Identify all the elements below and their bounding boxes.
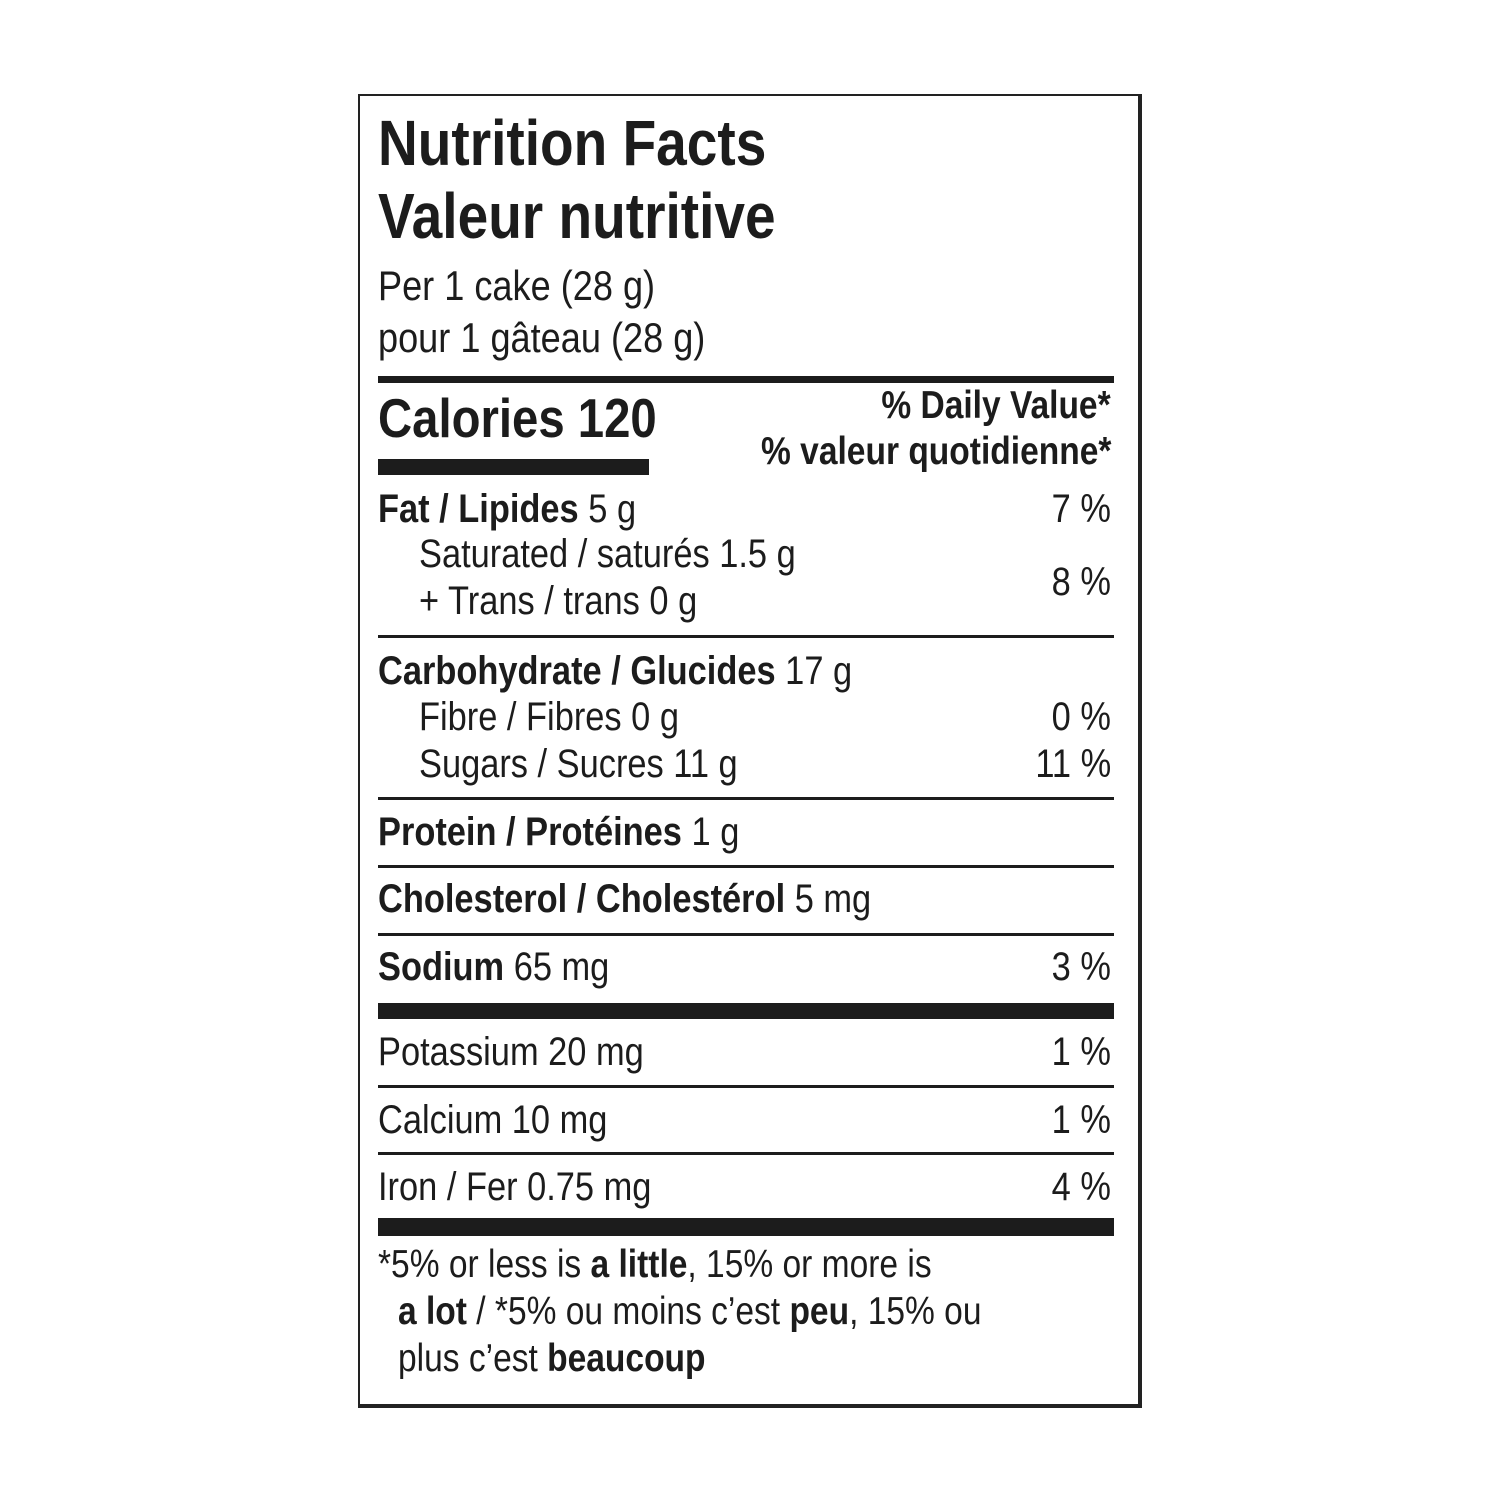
fibre-row: Fibre / Fibres 0 g xyxy=(419,695,680,739)
serving-en: Per 1 cake (28 g) xyxy=(378,262,656,309)
calories-label: Calories xyxy=(378,387,565,449)
footnote-text: / *5% ou moins c’est xyxy=(466,1290,790,1333)
cholesterol-label: Cholesterol / Cholestérol xyxy=(378,877,786,921)
footnote-text: *5% or less is xyxy=(378,1243,591,1286)
footnote-line-2: a lot / *5% ou moins c’est peu, 15% ou xyxy=(398,1292,981,1331)
carbohydrate-amount: 17 g xyxy=(785,649,853,693)
fat-label: Fat / Lipides xyxy=(378,487,579,531)
sugars-row: Sugars / Sucres 11 g xyxy=(419,742,738,786)
protein-label: Protein / Protéines xyxy=(378,810,682,854)
sugars-dv: 11 % xyxy=(1035,742,1111,786)
fat-amount: 5 g xyxy=(588,487,637,531)
sodium-row: Sodium 65 mg xyxy=(378,947,609,987)
sodium-amount: 65 mg xyxy=(513,945,610,989)
footnote-bold: a little xyxy=(590,1243,688,1286)
calories: Calories 120 xyxy=(378,391,657,446)
calories-bar xyxy=(378,459,649,475)
thick-rule xyxy=(378,1218,1114,1236)
potassium-dv: 1 % xyxy=(1051,1030,1111,1074)
title-en: Nutrition Facts xyxy=(378,107,767,179)
rule xyxy=(378,933,1114,936)
calories-value: 120 xyxy=(577,387,657,449)
iron-dv: 4 % xyxy=(1051,1165,1111,1209)
rule xyxy=(378,635,1114,638)
sat-trans-dv: 8 % xyxy=(1051,560,1111,604)
calcium-dv: 1 % xyxy=(1051,1098,1111,1142)
calcium-row: Calcium 10 mg xyxy=(378,1098,608,1142)
protein-amount: 1 g xyxy=(691,810,740,854)
footnote-line-1: *5% or less is a little, 15% or more is xyxy=(378,1245,932,1284)
sodium-dv: 3 % xyxy=(1051,945,1111,989)
carbohydrate-row: Carbohydrate / Glucides 17 g xyxy=(378,651,852,691)
cholesterol-row: Cholesterol / Cholestérol 5 mg xyxy=(378,879,871,919)
cholesterol-amount: 5 mg xyxy=(794,877,872,921)
potassium-row: Potassium 20 mg xyxy=(378,1030,644,1074)
fat-dv: 7 % xyxy=(1051,487,1111,531)
footnote-text: , 15% or more is xyxy=(687,1243,932,1286)
protein-row: Protein / Protéines 1 g xyxy=(378,812,739,852)
title-fr: Valeur nutritive xyxy=(378,180,776,252)
fat-row: Fat / Lipides 5 g xyxy=(378,489,636,529)
footnote-line-3: plus c’est beaucoup xyxy=(398,1339,706,1378)
trans-row: + Trans / trans 0 g xyxy=(419,579,698,623)
rule xyxy=(378,1085,1114,1088)
serving-fr: pour 1 gâteau (28 g) xyxy=(378,314,706,361)
footnote-bold: a lot xyxy=(398,1290,467,1333)
footnote-text: , 15% ou xyxy=(849,1290,982,1333)
dv-header-fr: % valeur quotidienne* xyxy=(760,430,1111,473)
dv-header-en: % Daily Value* xyxy=(881,384,1111,427)
carbohydrate-label: Carbohydrate / Glucides xyxy=(378,649,776,693)
rule xyxy=(378,865,1114,868)
rule xyxy=(378,797,1114,800)
sodium-label: Sodium xyxy=(378,945,505,989)
footnote-bold: peu xyxy=(789,1290,850,1333)
rule xyxy=(378,1152,1114,1155)
saturated-row: Saturated / saturés 1.5 g xyxy=(419,532,796,576)
thick-rule xyxy=(378,1003,1114,1019)
thick-rule xyxy=(378,376,1114,383)
footnote-bold: beaucoup xyxy=(547,1337,706,1380)
nutrition-facts-panel xyxy=(358,94,1142,1408)
footnote-text: plus c’est xyxy=(398,1337,548,1380)
iron-row: Iron / Fer 0.75 mg xyxy=(378,1165,652,1209)
fibre-dv: 0 % xyxy=(1051,695,1111,739)
